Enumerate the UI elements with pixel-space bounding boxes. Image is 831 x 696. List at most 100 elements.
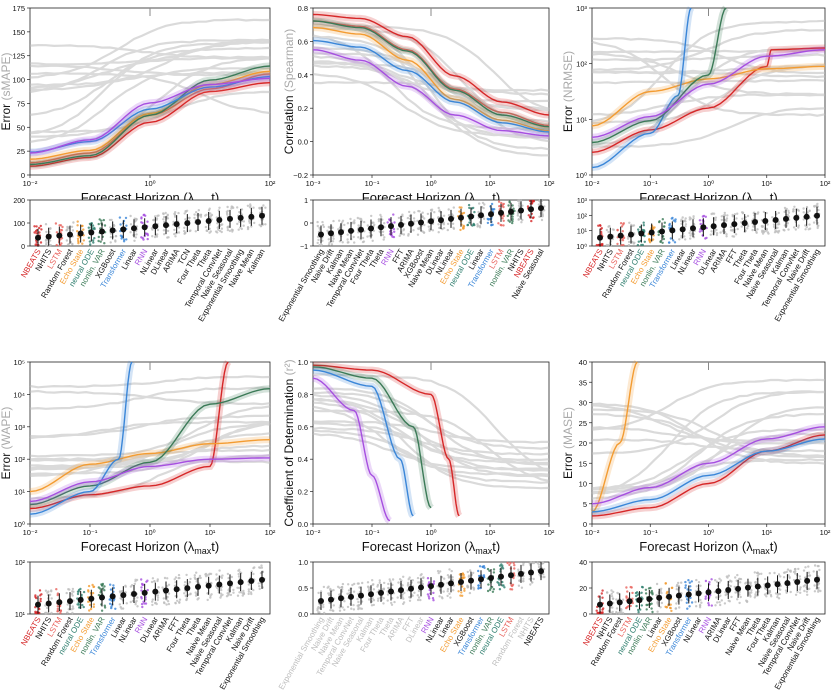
scatter-point bbox=[136, 596, 139, 599]
gray-series-line bbox=[29, 38, 271, 94]
scatter-point bbox=[189, 577, 192, 581]
x-tick-label: 10⁻² bbox=[585, 179, 600, 188]
y-tick-label: 0 bbox=[21, 244, 25, 251]
scatter-point bbox=[100, 609, 104, 612]
scatter-point bbox=[381, 218, 384, 221]
scatter-point bbox=[700, 601, 703, 604]
scatter-point bbox=[156, 596, 160, 599]
scatter-point bbox=[461, 585, 464, 588]
scatter-point bbox=[745, 581, 748, 584]
scatter-point bbox=[648, 239, 652, 242]
scatter-point bbox=[236, 206, 239, 209]
scatter-point bbox=[60, 242, 63, 245]
scatter-point bbox=[438, 595, 441, 598]
scatter-point bbox=[736, 598, 739, 601]
transformer-series-line bbox=[29, 75, 271, 153]
scatter-point bbox=[629, 585, 632, 589]
y-tick-label: 10¹ bbox=[576, 115, 587, 124]
scatter-point bbox=[629, 604, 632, 608]
scatter-point bbox=[178, 598, 182, 601]
scatter-point bbox=[239, 226, 242, 229]
scatter-point bbox=[151, 577, 155, 580]
scatter-point bbox=[231, 205, 234, 209]
scatter-point bbox=[513, 564, 516, 567]
scatter-point bbox=[419, 598, 422, 602]
scatter-point bbox=[50, 597, 53, 600]
scatter-point bbox=[151, 600, 154, 603]
esn-series-line bbox=[29, 439, 271, 493]
scatter-point bbox=[402, 575, 405, 578]
scatter-point bbox=[146, 588, 149, 592]
scatter-point bbox=[500, 201, 503, 205]
median-marker bbox=[438, 217, 444, 224]
scatter-point bbox=[458, 210, 461, 213]
scatter-point bbox=[511, 215, 514, 218]
scatter-point bbox=[397, 581, 400, 584]
scatter-point bbox=[443, 577, 446, 580]
scatter-point bbox=[396, 227, 399, 231]
scatter-point bbox=[156, 594, 160, 597]
scatter-point bbox=[726, 214, 729, 217]
scatter-point bbox=[715, 580, 719, 583]
scatter-point bbox=[751, 228, 754, 232]
scatter-point bbox=[48, 239, 52, 242]
scatter-point bbox=[451, 578, 454, 582]
median-marker bbox=[626, 598, 633, 605]
scatter-point bbox=[720, 218, 723, 222]
scatter-point bbox=[78, 606, 81, 609]
scatter-point bbox=[136, 605, 139, 608]
scatter-point bbox=[428, 228, 431, 231]
scatter-point bbox=[407, 234, 410, 237]
y-axis-label: Error (sMAPE) bbox=[0, 52, 13, 130]
scatter-point bbox=[817, 582, 821, 585]
median-marker bbox=[56, 599, 63, 606]
scatter-point bbox=[694, 600, 697, 604]
scatter-point bbox=[227, 576, 230, 580]
scatter-point bbox=[516, 214, 519, 217]
scatter-point bbox=[719, 579, 723, 582]
scatter-point bbox=[440, 596, 444, 599]
nbeats-series-line bbox=[312, 13, 550, 116]
scatter-point bbox=[388, 578, 391, 581]
scatter-point bbox=[97, 586, 101, 589]
scatter-point bbox=[240, 208, 244, 211]
scatter-point bbox=[738, 593, 741, 596]
median-marker bbox=[538, 205, 544, 212]
scatter-point bbox=[317, 591, 320, 595]
scatter-point bbox=[718, 601, 721, 604]
scatter-point bbox=[432, 599, 435, 602]
scatter-point bbox=[417, 589, 421, 593]
y-tick-label: 10¹ bbox=[15, 612, 26, 619]
scatter-point bbox=[753, 571, 756, 574]
scatter-point bbox=[237, 575, 241, 578]
scatter-point bbox=[39, 597, 42, 601]
median-marker bbox=[638, 230, 645, 237]
scatter-point bbox=[511, 204, 514, 207]
scatter-point bbox=[692, 217, 695, 220]
panel-wape: 10⁰ 10¹ 10² 10³ 10⁴ 10⁵ 10⁻² 10⁻¹ 10⁰ 10¹ 10² Forec… bbox=[0, 358, 276, 556]
scatter-point bbox=[221, 574, 224, 577]
scatter-point bbox=[433, 211, 436, 214]
scatter-point bbox=[343, 608, 346, 611]
scatter-point bbox=[497, 200, 501, 203]
scatter-point bbox=[799, 586, 802, 589]
scatter-point bbox=[316, 609, 319, 612]
scatter-point bbox=[542, 573, 545, 576]
median-marker bbox=[378, 589, 384, 596]
scatter-point bbox=[635, 604, 638, 608]
median-marker bbox=[227, 580, 233, 587]
y-tick-label: 0.2 bbox=[298, 104, 308, 113]
scatter-point bbox=[59, 228, 62, 232]
median-marker bbox=[141, 589, 148, 596]
scatter-point bbox=[370, 604, 374, 607]
scatter-point bbox=[597, 224, 600, 227]
scatter-point bbox=[760, 572, 763, 575]
scatter-point bbox=[65, 239, 69, 242]
scatter-point bbox=[231, 230, 234, 233]
scatter-point bbox=[805, 225, 808, 229]
scatter-point bbox=[530, 581, 534, 584]
scatter-point bbox=[438, 226, 441, 230]
scatter-point bbox=[688, 216, 691, 219]
scatter-point bbox=[71, 594, 74, 597]
